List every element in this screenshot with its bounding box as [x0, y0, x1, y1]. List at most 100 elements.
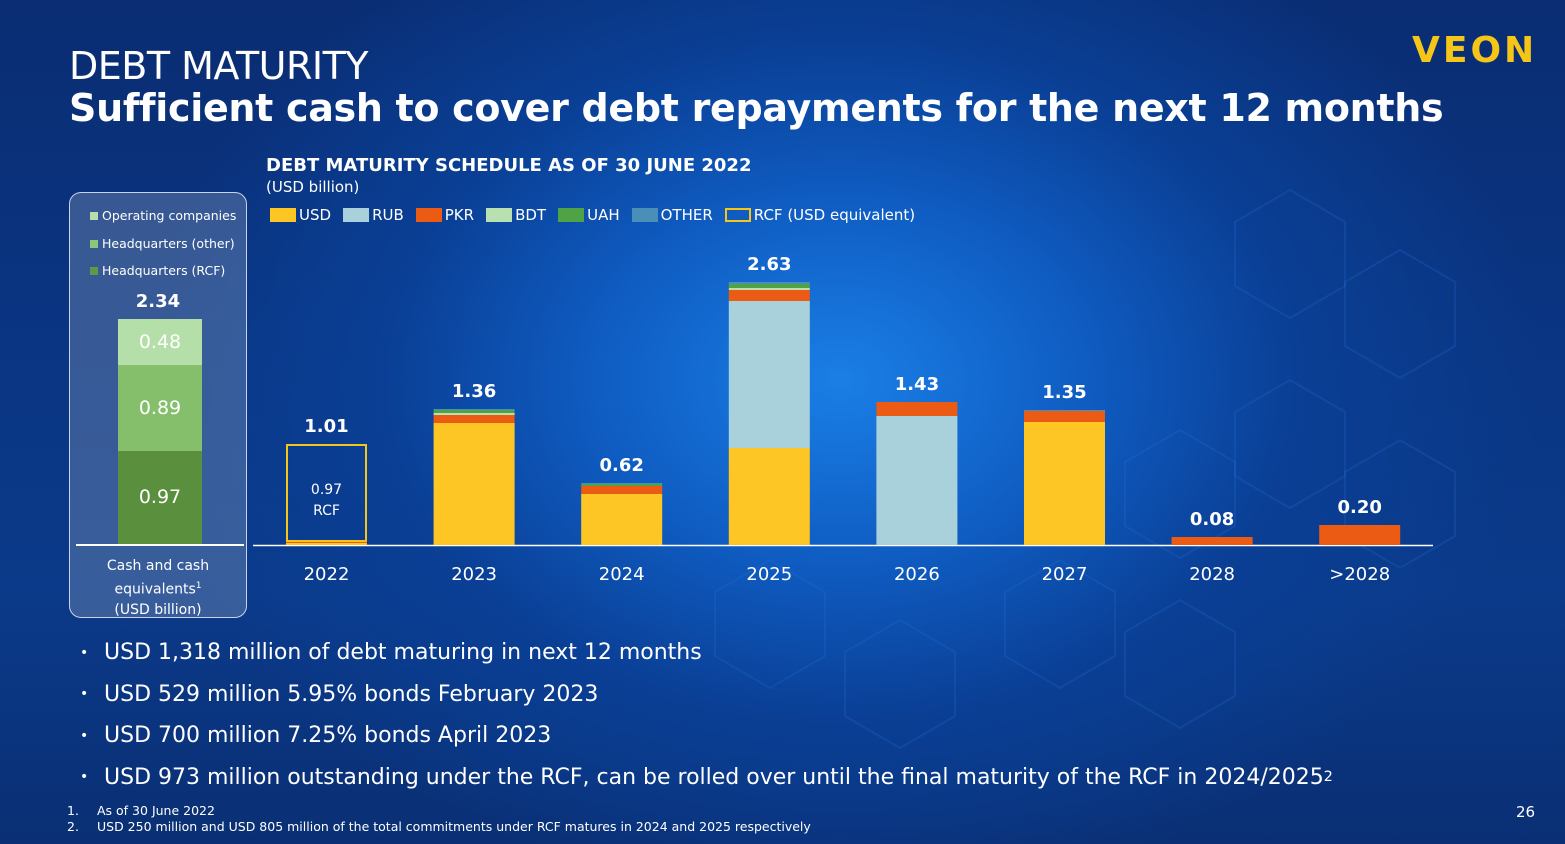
veon-logo: VEON — [1412, 30, 1538, 71]
cash-segment-label-hq-other: 0.89 — [138, 397, 182, 420]
bar-total-label: 0.20 — [1337, 497, 1381, 518]
cash-caption-footnote-ref: 1 — [195, 581, 202, 591]
cash-baseline — [76, 544, 244, 546]
bar-total-label: 1.36 — [452, 381, 496, 402]
footnote-number: 2. — [67, 819, 79, 834]
x-tick-label: >2028 — [1329, 564, 1390, 585]
cash-legend-label-hq-other: Headquarters (other) — [102, 236, 235, 251]
cash-segment-label-operating: 0.48 — [138, 331, 182, 354]
legend-swatch-usd — [270, 208, 296, 222]
cash-caption-line2-text: equivalents — [114, 581, 196, 598]
bullet-item: • USD 529 million 5.95% bonds February 20… — [80, 674, 1333, 716]
bar-segment-usd — [433, 423, 515, 545]
bullet-text: USD 973 million outstanding under the RC… — [104, 764, 1324, 790]
cash-segment-label-hq-rcf: 0.97 — [138, 486, 182, 509]
bar-segment-rcf — [286, 444, 367, 542]
bar-segment-pkr — [1319, 525, 1401, 545]
bar-segment-pkr — [1024, 411, 1105, 422]
bullet-list: • USD 1,318 million of debt maturing in n… — [80, 632, 1333, 798]
bar-segment-uah — [728, 284, 810, 288]
legend-label-bdt: BDT — [515, 206, 547, 224]
cash-legend-item-operating: Operating companies — [90, 208, 236, 223]
bar-segment-usd — [728, 448, 810, 545]
footnote-1: 1. As of 30 June 2022 — [67, 803, 811, 819]
bar-total-label: 1.43 — [895, 374, 939, 395]
bar-segment-other — [1024, 410, 1105, 411]
legend-swatch-rub — [343, 208, 370, 222]
bar-total-label: 0.08 — [1190, 509, 1234, 530]
bar-segment-uah — [581, 484, 663, 486]
cash-legend-swatch-hq-other — [90, 239, 98, 248]
x-tick-label: 2022 — [304, 564, 350, 585]
legend-item-rcf: RCF (USD equivalent) — [724, 206, 916, 224]
bar-segment-usd — [1024, 422, 1105, 545]
legend-item-bdt: BDT — [486, 206, 546, 224]
cash-legend-item-hq-rcf: Headquarters (RCF) — [90, 263, 225, 278]
legend-swatch-other — [631, 208, 658, 222]
bar-segment-bdt — [433, 413, 515, 415]
x-tick-label: 2026 — [894, 564, 940, 585]
legend-swatch-pkr — [415, 208, 442, 222]
bullet-item: • USD 973 million outstanding under the R… — [80, 757, 1333, 799]
legend-item-usd: USD — [270, 206, 331, 224]
footnotes: 1. As of 30 June 2022 2. USD 250 million a… — [67, 803, 811, 835]
bullet-footnote-ref: 2 — [1323, 769, 1333, 786]
legend-label-rub: RUB — [372, 206, 404, 224]
bar-segment-pkr — [876, 402, 958, 416]
bar-segment-rub — [876, 416, 958, 545]
bar-segment-usd — [581, 494, 663, 545]
cash-bar-segment-hq-other: 0.89 — [118, 365, 202, 451]
bar-total-label: 1.01 — [304, 416, 348, 437]
footnote-text: As of 30 June 2022 — [97, 803, 215, 818]
bar-segment-pkr — [433, 415, 515, 423]
page-title: DEBT MATURITY — [69, 44, 369, 88]
x-tick-label: 2028 — [1189, 564, 1235, 585]
legend-item-rub: RUB — [343, 206, 404, 224]
page-subtitle: Sufficient cash to cover debt repayments… — [69, 86, 1444, 130]
footnote-2: 2. USD 250 million and USD 805 million of… — [67, 819, 811, 835]
bullet-marker: • — [80, 769, 89, 786]
cash-bar-segment-hq-rcf: 0.97 — [118, 450, 202, 544]
rcf-annotation-value: 0.97 — [311, 482, 342, 498]
chart-subtitle: (USD billion) — [266, 178, 360, 196]
bar-segment-pkr — [728, 290, 810, 301]
cash-legend-label-hq-rcf: Headquarters (RCF) — [102, 263, 226, 278]
page-number: 26 — [1516, 803, 1536, 821]
legend-item-other: OTHER — [631, 206, 713, 224]
legend-swatch-bdt — [486, 208, 513, 222]
cash-legend-swatch-hq-rcf — [90, 266, 98, 275]
bullet-marker: • — [80, 644, 89, 661]
cash-legend-item-hq-other: Headquarters (other) — [90, 236, 235, 251]
cash-panel: Operating companies Headquarters (other)… — [69, 192, 247, 618]
bar-segment-other — [728, 282, 810, 284]
footnote-text: USD 250 million and USD 805 million of t… — [97, 819, 811, 834]
bullet-item: • USD 1,318 million of debt maturing in n… — [80, 632, 1333, 674]
bar-segment-rub — [728, 301, 810, 448]
bar-total-label: 1.35 — [1042, 382, 1086, 403]
legend-label-uah: UAH — [587, 206, 620, 224]
cash-legend-swatch-operating — [90, 211, 98, 220]
legend-item-uah: UAH — [558, 206, 620, 224]
legend-swatch-rcf — [724, 208, 751, 222]
legend-label-other: OTHER — [660, 206, 713, 224]
bar-total-label: 0.62 — [599, 455, 643, 476]
bar-segment-pkr — [581, 486, 663, 494]
bullet-text: USD 700 million 7.25% bonds April 2023 — [104, 723, 552, 749]
x-tick-label: 2025 — [746, 564, 792, 585]
rcf-annotation-label: RCF — [313, 503, 340, 519]
cash-caption-line2: equivalents1 — [70, 576, 246, 600]
bullet-text: USD 1,318 million of debt maturing in ne… — [104, 640, 702, 666]
x-tick-label: 2023 — [451, 564, 497, 585]
cash-legend-label-operating: Operating companies — [102, 208, 237, 223]
bullet-marker: • — [80, 686, 89, 703]
cash-caption-line3: (USD billion) — [114, 601, 202, 618]
bar-segment-bdt — [728, 288, 810, 290]
legend-label-rcf: RCF (USD equivalent) — [753, 206, 916, 224]
x-tick-label: 2027 — [1042, 564, 1088, 585]
chart-legend: USD RUB PKR BDT UAH OTHER RCF (USD equiv… — [270, 206, 927, 224]
legend-swatch-uah — [558, 208, 585, 222]
chart-title: DEBT MATURITY SCHEDULE AS OF 30 JUNE 202… — [266, 155, 752, 176]
bar-segment-usd — [286, 543, 367, 545]
